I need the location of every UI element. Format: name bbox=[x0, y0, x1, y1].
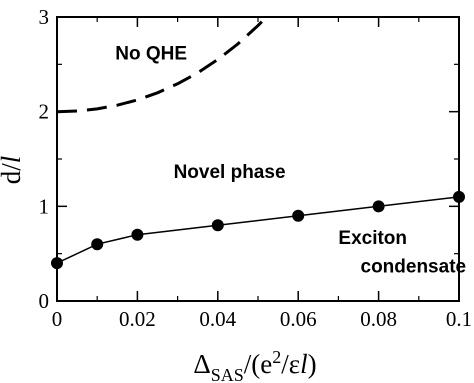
x-tick-label: 0.04 bbox=[199, 307, 236, 331]
region-labels: No QHE Novel phase Exciton condensate bbox=[115, 44, 466, 278]
data-point bbox=[211, 219, 224, 232]
x-axis-label-mid: /ε bbox=[281, 349, 300, 379]
x-axis-label: ΔSAS/(e2/εl) bbox=[193, 347, 316, 383]
x-axis-label-open: /(e bbox=[244, 349, 272, 379]
y-axis-label-d: d/ bbox=[0, 163, 26, 185]
y-tick-label: 2 bbox=[39, 100, 50, 124]
y-tick-label: 1 bbox=[39, 194, 50, 218]
plot-frame bbox=[56, 16, 460, 302]
data-point bbox=[91, 238, 104, 251]
tick-labels: 0 0.02 0.04 0.06 0.08 0.1 0 1 2 3 bbox=[39, 5, 473, 331]
x-tick-label: 0.1 bbox=[446, 307, 472, 331]
x-axis-label-sup: 2 bbox=[272, 347, 281, 367]
x-axis-label-l: l bbox=[300, 349, 308, 379]
series-layer bbox=[51, 16, 465, 270]
x-axis-label-delta: Δ bbox=[193, 349, 210, 379]
x-tick-label: 0 bbox=[52, 307, 63, 331]
x-tick-label: 0.08 bbox=[360, 307, 397, 331]
y-tick-label: 3 bbox=[39, 5, 50, 29]
y-tick-label: 0 bbox=[39, 289, 50, 313]
region-label: Exciton bbox=[338, 228, 407, 249]
dashed-boundary-line bbox=[56, 16, 268, 114]
y-axis-label: d/l bbox=[0, 156, 26, 185]
region-label: condensate bbox=[361, 257, 467, 278]
x-axis-label-close: ) bbox=[308, 349, 317, 379]
data-point bbox=[292, 209, 305, 222]
region-label: Novel phase bbox=[174, 162, 286, 183]
region-label: No QHE bbox=[115, 44, 187, 65]
x-axis-label-sub: SAS bbox=[211, 365, 244, 383]
y-axis-label-l: l bbox=[0, 156, 26, 164]
x-tick-label: 0.02 bbox=[119, 307, 156, 331]
data-point bbox=[131, 228, 144, 241]
x-tick-label: 0.06 bbox=[280, 307, 317, 331]
data-point bbox=[372, 200, 385, 213]
